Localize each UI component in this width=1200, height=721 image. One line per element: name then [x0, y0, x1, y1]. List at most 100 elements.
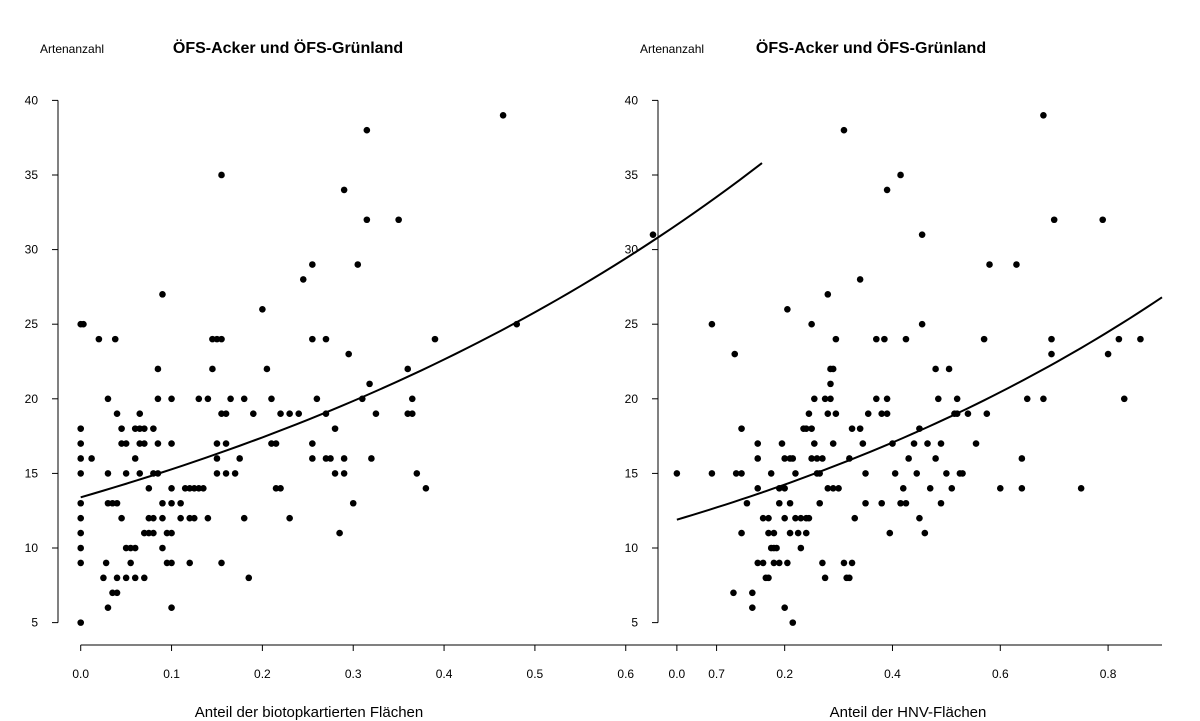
y-tick-label-right: 5 [631, 616, 638, 630]
data-point [104, 470, 112, 477]
data-point [765, 529, 772, 537]
data-point [204, 395, 212, 403]
data-point [309, 335, 316, 343]
data-point [948, 485, 956, 492]
data-point [104, 604, 112, 611]
data-point [218, 171, 225, 179]
data-point [240, 395, 248, 403]
data-point [213, 470, 221, 477]
data-point [899, 485, 907, 492]
data-point [767, 470, 775, 477]
y-tick-label-left: 15 [25, 466, 39, 480]
data-point [131, 574, 139, 582]
data-point [118, 514, 125, 522]
y-tick-label-left: 30 [25, 243, 39, 257]
data-point [245, 574, 253, 582]
data-point [832, 335, 840, 343]
data-point [797, 514, 805, 522]
data-point [163, 529, 171, 537]
data-point [313, 395, 321, 403]
data-point [145, 529, 153, 537]
data-point [122, 544, 130, 552]
data-point [431, 335, 439, 343]
data-point [789, 619, 797, 626]
data-point [109, 589, 116, 597]
data-point [240, 514, 248, 522]
x-tick-label-left: 0.1 [163, 667, 180, 681]
data-point [136, 470, 144, 477]
data-point [186, 514, 194, 522]
data-point [918, 320, 926, 328]
x-tick-label-right: 0.6 [992, 667, 1009, 681]
data-point [848, 559, 856, 567]
data-point [859, 440, 867, 447]
data-point [897, 499, 904, 507]
data-point [277, 410, 284, 418]
data-point [1023, 395, 1031, 403]
data-point [775, 499, 783, 507]
data-point [136, 410, 144, 418]
data-point [1050, 216, 1058, 224]
data-point [222, 410, 230, 418]
data-point [781, 604, 788, 611]
data-point [231, 470, 239, 477]
data-point [263, 365, 271, 373]
data-point [856, 276, 864, 283]
data-point [159, 514, 166, 522]
data-point [773, 544, 780, 552]
data-point [408, 395, 416, 403]
data-point [118, 440, 125, 447]
y-tick-label-left: 5 [31, 616, 38, 630]
data-point [168, 559, 175, 567]
y-tick-label-right: 10 [625, 541, 639, 555]
data-point [331, 425, 339, 432]
data-point [986, 261, 993, 268]
data-point [218, 559, 225, 567]
data-point [150, 529, 157, 537]
data-point [808, 320, 815, 328]
data-point [910, 440, 918, 447]
data-point [113, 499, 121, 507]
data-point [150, 425, 157, 432]
data-point [932, 365, 939, 373]
data-point [295, 410, 303, 418]
data-point [953, 395, 961, 403]
y-tick-label-right: 35 [625, 168, 639, 182]
data-point [846, 574, 853, 582]
data-point [1120, 395, 1128, 403]
data-point [824, 291, 832, 298]
data-point [778, 440, 786, 447]
data-point [404, 365, 412, 373]
data-point [883, 186, 891, 194]
fit-curve-right [676, 296, 1163, 521]
data-point [340, 455, 348, 462]
data-point [1048, 335, 1055, 343]
data-point [972, 440, 980, 447]
data-point [77, 425, 85, 432]
data-point [168, 440, 175, 447]
data-point [404, 410, 412, 418]
data-point [168, 604, 175, 611]
data-point [259, 305, 266, 313]
data-point [77, 529, 85, 537]
y-tick-label-right: 30 [625, 243, 639, 257]
data-point [499, 112, 507, 119]
data-point [864, 410, 872, 418]
x-tick-label-right: 0.2 [776, 667, 793, 681]
data-point [819, 559, 826, 567]
data-point [322, 335, 330, 343]
data-point [749, 589, 756, 597]
y-tick-label-right: 15 [625, 466, 639, 480]
chart-title-right: ÖFS-Acker und ÖFS-Grünland [756, 38, 986, 57]
data-point [372, 410, 380, 418]
x-tick-label-left: 0.6 [617, 667, 634, 681]
data-point [918, 231, 926, 238]
data-point [113, 410, 121, 418]
data-point [881, 335, 888, 343]
data-point [754, 559, 762, 567]
data-point [168, 395, 175, 403]
data-point [190, 514, 198, 522]
data-point [395, 216, 402, 224]
data-point [186, 559, 194, 567]
